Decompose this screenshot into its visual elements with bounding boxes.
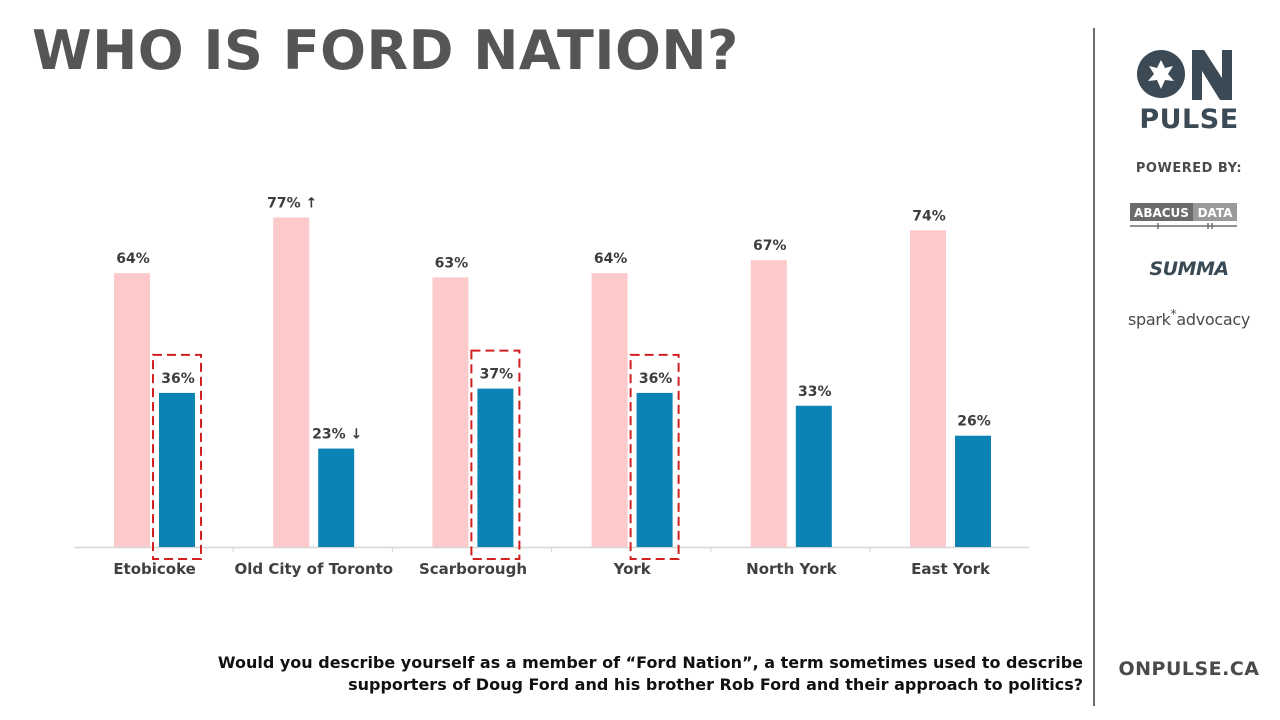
bar-yes <box>636 392 673 547</box>
data-label: 64% <box>594 251 628 267</box>
data-label: 64% <box>116 251 150 267</box>
onpulse-url: ONPULSE.CA <box>1118 658 1260 680</box>
data-label: 77% ↑ <box>267 195 317 211</box>
svg-text:DATA: DATA <box>1198 206 1234 220</box>
bar-no <box>114 273 150 547</box>
bar-yes <box>795 405 832 547</box>
data-label: 63% <box>435 255 469 271</box>
svg-text:ABACUS: ABACUS <box>1134 206 1189 220</box>
data-label: 36% <box>639 371 673 387</box>
data-label: 23% ↓ <box>312 427 362 443</box>
x-tick-label: Scarborough <box>419 560 527 578</box>
x-tick-label: Old City of Toronto <box>234 560 393 578</box>
data-label: 37% <box>480 367 514 383</box>
on-logo-text: ON <box>1098 44 1123 48</box>
on-logo-icon: ON <box>1098 44 1232 100</box>
spark-advocacy-logo: spark*advocacy <box>1127 307 1251 329</box>
data-label: 74% <box>912 208 946 224</box>
data-label: 26% <box>957 414 991 430</box>
bar-yes <box>955 435 991 547</box>
highlight-box <box>470 349 521 561</box>
x-tick-label: North York <box>746 560 838 578</box>
sidebar-divider <box>1093 28 1095 706</box>
abacus-data-logo: ABACUS DATA <box>1130 203 1237 229</box>
data-label: 36% <box>161 371 195 387</box>
summa-logo: SUMMA <box>1149 258 1229 280</box>
x-tick-label: Etobicoke <box>113 560 196 578</box>
powered-by-label: POWERED BY: <box>1135 161 1243 176</box>
survey-question: Would you describe yourself as a member … <box>217 653 1083 694</box>
logo-pulse-text: PULSE <box>1139 104 1239 135</box>
bar-no <box>432 277 469 547</box>
bar-no <box>750 260 787 547</box>
page-title: WHO IS FORD NATION? <box>32 19 739 82</box>
data-label: 67% <box>753 238 787 254</box>
bar-yes <box>159 392 195 547</box>
bar-no <box>910 230 946 547</box>
bar-yes <box>318 448 355 547</box>
bar-chart: 64% 36% Etobicoke 77% ↑ 23% ↓ Old City of Tor… <box>74 195 1030 578</box>
x-tick-label: East York <box>911 560 991 578</box>
bar-no <box>273 217 310 547</box>
bar-yes <box>477 388 514 547</box>
x-tick-label: York <box>613 560 652 578</box>
data-label: 33% <box>798 384 832 400</box>
bar-no <box>591 273 628 547</box>
